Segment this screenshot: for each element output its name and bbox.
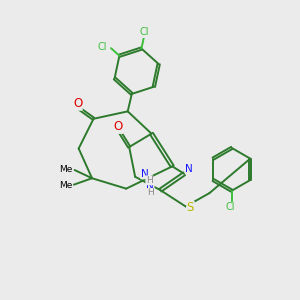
Text: Me: Me — [60, 165, 73, 174]
Text: Cl: Cl — [98, 42, 107, 52]
Text: Me: Me — [59, 181, 72, 190]
Text: N: N — [146, 181, 154, 191]
Text: N: N — [141, 169, 148, 179]
Text: H: H — [146, 176, 153, 185]
Text: O: O — [73, 97, 82, 110]
Text: Cl: Cl — [139, 28, 148, 38]
Text: H: H — [147, 188, 154, 197]
Text: N: N — [185, 164, 193, 174]
Text: Cl: Cl — [226, 202, 235, 212]
Text: S: S — [187, 202, 194, 214]
Text: O: O — [114, 120, 123, 134]
